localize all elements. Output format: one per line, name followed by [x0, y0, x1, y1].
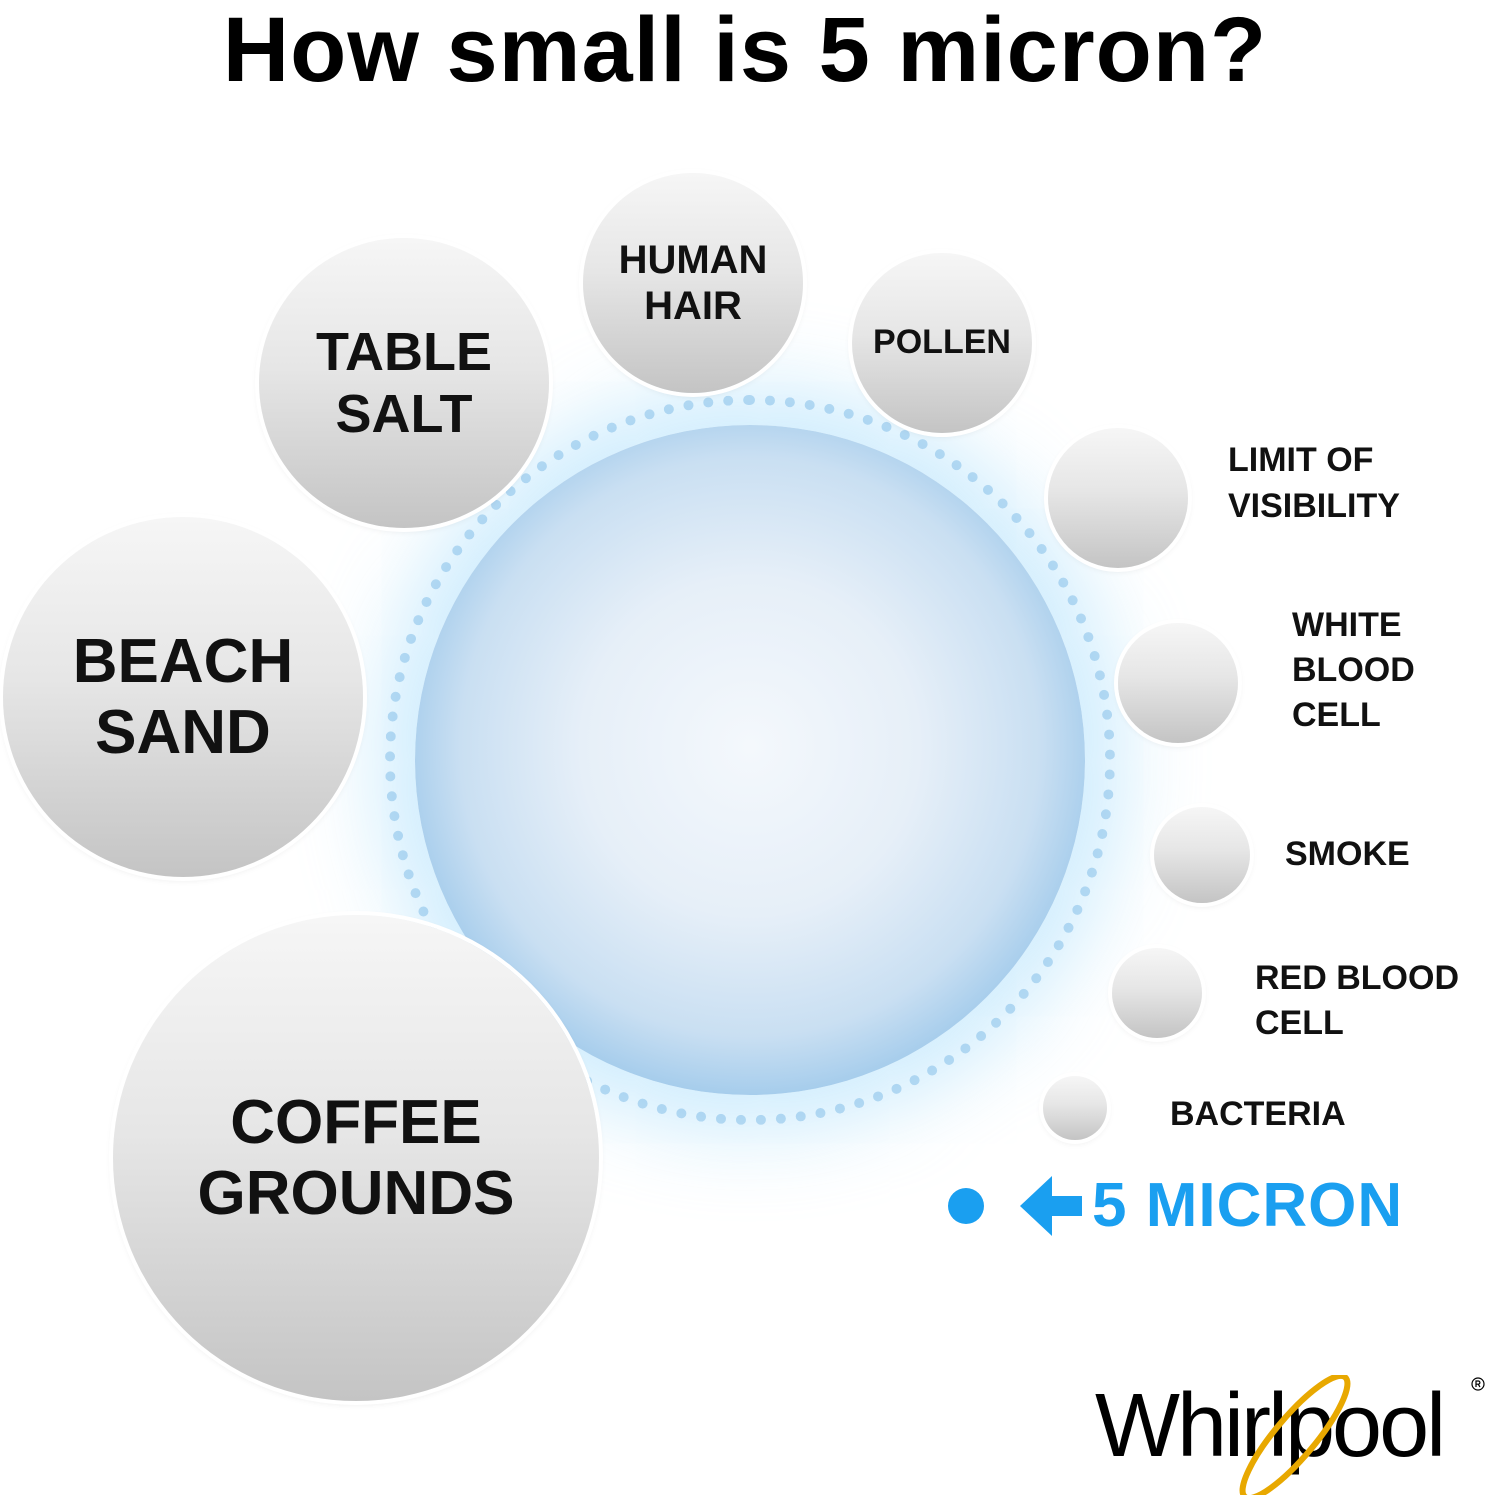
whirlpool-logo: Whirlpool — [1095, 1375, 1485, 1495]
label-red-blood-cell: RED BLOOD CELL — [1255, 959, 1459, 1043]
label-white-blood-cell: WHITE BLOOD CELL — [1292, 606, 1415, 735]
five-micron-dot — [948, 1187, 984, 1224]
logo-ring-icon — [1239, 1375, 1351, 1495]
five-micron-label: 5 MICRON — [1092, 1171, 1404, 1240]
logo-text: Whirlpool — [1095, 1376, 1446, 1476]
particle-limit-of-visibility — [1048, 428, 1188, 568]
label-smoke: SMOKE — [1285, 835, 1410, 873]
label-bacteria: BACTERIA — [1170, 1095, 1346, 1133]
particle-label: TABLE SALT — [316, 321, 492, 444]
particle-label: BEACH SAND — [72, 626, 294, 767]
particle-beach-sand: BEACH SAND — [3, 517, 363, 877]
particle-smoke — [1154, 807, 1250, 903]
particle-label: HUMAN HAIR — [618, 238, 768, 328]
registered-mark-icon — [1471, 1377, 1485, 1391]
arrow-left-icon — [1020, 1175, 1052, 1236]
particle-bacteria — [1043, 1076, 1107, 1140]
label-limit-of-visibility: LIMIT OF VISIBILITY — [1228, 441, 1400, 525]
particle-table-salt: TABLE SALT — [259, 238, 549, 528]
particle-pollen: POLLEN — [852, 253, 1032, 433]
particle-label: POLLEN — [873, 323, 1011, 362]
particle-white-blood-cell — [1118, 623, 1238, 743]
page-title: How small is 5 micron? — [222, 0, 1268, 101]
arrow-shaft — [1052, 1195, 1082, 1216]
particle-red-blood-cell — [1112, 948, 1202, 1038]
particle-coffee-grounds: COFFEE GROUNDS — [113, 915, 599, 1401]
particle-label: COFFEE GROUNDS — [197, 1087, 515, 1228]
particle-human-hair: HUMAN HAIR — [583, 173, 803, 393]
five-micron-marker: 5 MICRON — [948, 1170, 1403, 1241]
water-sphere-image — [385, 395, 1115, 1125]
